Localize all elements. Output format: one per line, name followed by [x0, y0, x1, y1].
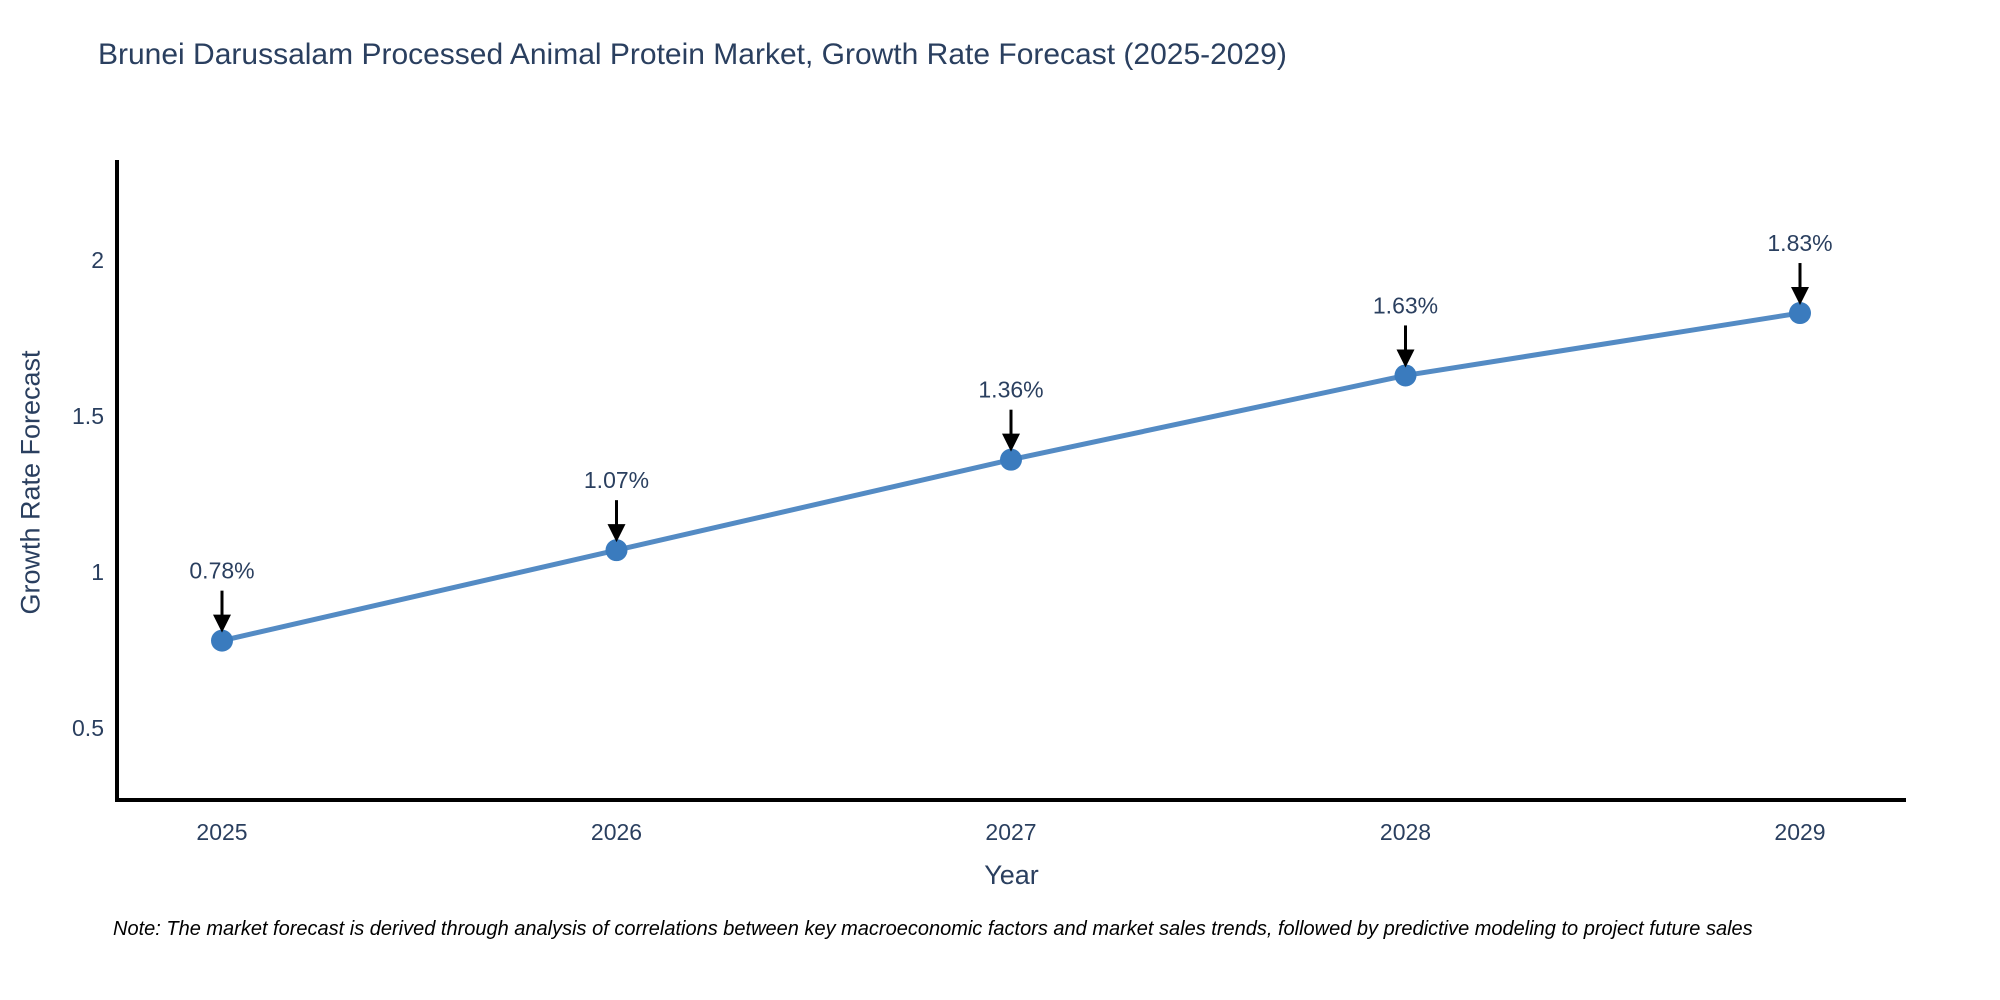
- annotation-arrow-head: [213, 614, 231, 633]
- data-point-2025[interactable]: [211, 629, 233, 652]
- annotation-label: 1.07%: [584, 467, 649, 493]
- data-point-2028[interactable]: [1394, 364, 1417, 387]
- annotation-label: 1.63%: [1373, 292, 1438, 318]
- chart-title: Brunei Darussalam Processed Animal Prote…: [98, 38, 1287, 71]
- y-tick-label: 1: [91, 559, 104, 585]
- x-tick-label: 2025: [196, 819, 247, 845]
- data-point-2027[interactable]: [1000, 448, 1022, 471]
- annotation-arrow-head: [607, 524, 626, 543]
- annotation-arrow-head: [1396, 349, 1415, 368]
- y-axis-tick-labels: 0.5 1 1.5 2: [72, 247, 104, 741]
- data-point-2029[interactable]: [1789, 302, 1811, 325]
- x-tick-label: 2029: [1774, 819, 1825, 845]
- forecast-line: [219, 310, 1803, 644]
- annotation-label: 1.83%: [1767, 230, 1832, 256]
- data-point-2026[interactable]: [605, 539, 628, 562]
- x-tick-label: 2027: [985, 819, 1036, 845]
- annotation-arrow-head: [1791, 287, 1809, 306]
- x-tick-label: 2028: [1380, 819, 1431, 845]
- annotation-arrow-head: [1002, 433, 1020, 452]
- annotation-label: 1.36%: [978, 377, 1043, 403]
- forecast-series: [211, 302, 1811, 652]
- x-axis-title: Year: [984, 860, 1039, 890]
- x-tick-label: 2026: [591, 819, 642, 845]
- annotation-label: 0.78%: [189, 558, 254, 584]
- x-axis-tick-labels: 2025 2026 2027 2028 2029: [196, 819, 1825, 845]
- y-tick-label: 1.5: [72, 403, 104, 429]
- footnote: Note: The market forecast is derived thr…: [113, 918, 1753, 940]
- y-tick-label: 0.5: [72, 715, 104, 741]
- y-tick-label: 2: [91, 247, 104, 273]
- point-annotations: 0.78% 1.07% 1.36% 1.63% 1.83%: [189, 230, 1833, 633]
